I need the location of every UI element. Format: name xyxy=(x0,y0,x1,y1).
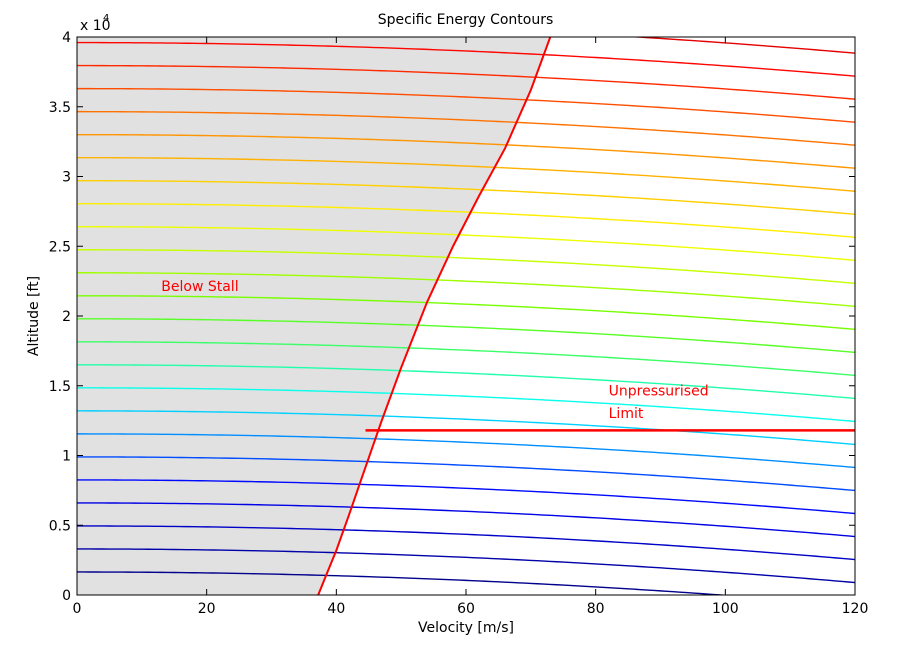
energy-contour-line xyxy=(77,41,855,77)
y-tick-label: 3 xyxy=(62,170,71,186)
chart-title: Specific Energy Contours xyxy=(378,12,554,28)
y-tick-label: 1 xyxy=(62,449,71,465)
x-tick-label: 60 xyxy=(457,601,475,617)
energy-contour-line xyxy=(77,0,855,7)
below-stall-shaded-region xyxy=(77,37,551,595)
energy-contour-line xyxy=(77,387,855,423)
y-tick-label: 2 xyxy=(62,309,71,325)
energy-contour-line xyxy=(77,456,855,492)
x-axis-label: Velocity [m/s] xyxy=(418,620,514,636)
y-tick-label: 1.5 xyxy=(49,379,71,395)
y-tick-label: 0 xyxy=(62,588,71,604)
energy-contour-layer xyxy=(77,0,855,595)
energy-contour-line xyxy=(77,525,855,561)
x-tick-label: 80 xyxy=(587,601,605,617)
energy-contour-line xyxy=(77,479,855,515)
energy-contour-line xyxy=(77,110,855,146)
stall-boundary-line xyxy=(317,37,552,595)
x-tick-label: 40 xyxy=(327,601,345,617)
energy-contour-line xyxy=(77,318,855,354)
x-tick-label: 0 xyxy=(73,601,82,617)
axis-layer: 0 20 40 60 80 100 120 0 0.5 1 1.5 2 2.5 3 3.5 4 xyxy=(49,30,869,617)
y-axis-exponent-base: x 10 xyxy=(80,18,111,34)
y-tick-label: 3.5 xyxy=(49,100,71,116)
x-tick-label: 120 xyxy=(842,601,869,617)
energy-contour-line xyxy=(77,364,855,400)
below-stall-region-layer xyxy=(77,37,551,595)
annotation-layer: Below Stall Unpressurised Limit xyxy=(161,279,708,422)
x-tick-label: 20 xyxy=(198,601,216,617)
y-tick-label: 0.5 xyxy=(49,518,71,534)
energy-contour-line xyxy=(77,272,855,308)
chart-annotation: Unpressurised xyxy=(609,384,709,400)
energy-contour-line xyxy=(77,64,855,100)
energy-contour-line xyxy=(77,571,731,595)
energy-contour-line xyxy=(77,295,855,331)
y-axis-label: Altitude [ft] xyxy=(26,276,42,356)
y-tick-label: 4 xyxy=(62,30,71,46)
energy-contour-line xyxy=(77,341,855,377)
energy-contour-line xyxy=(77,433,855,469)
energy-contour-line xyxy=(77,226,855,262)
energy-contour-line xyxy=(77,410,855,446)
energy-contour-line xyxy=(77,249,855,285)
chart-annotation: Limit xyxy=(609,406,644,422)
energy-contour-line xyxy=(77,156,855,192)
y-tick-label: 2.5 xyxy=(49,239,71,255)
energy-contour-line xyxy=(77,548,855,584)
limit-series-layer xyxy=(317,37,855,595)
chart-annotation: Below Stall xyxy=(161,279,238,295)
y-axis-exponent-power: 4 xyxy=(103,13,109,24)
energy-contour-line xyxy=(77,502,855,538)
energy-contour-line xyxy=(77,87,855,123)
energy-contour-line xyxy=(77,179,855,215)
energy-contour-line xyxy=(77,203,855,238)
energy-contour-line xyxy=(77,133,855,169)
x-tick-label: 100 xyxy=(712,601,739,617)
